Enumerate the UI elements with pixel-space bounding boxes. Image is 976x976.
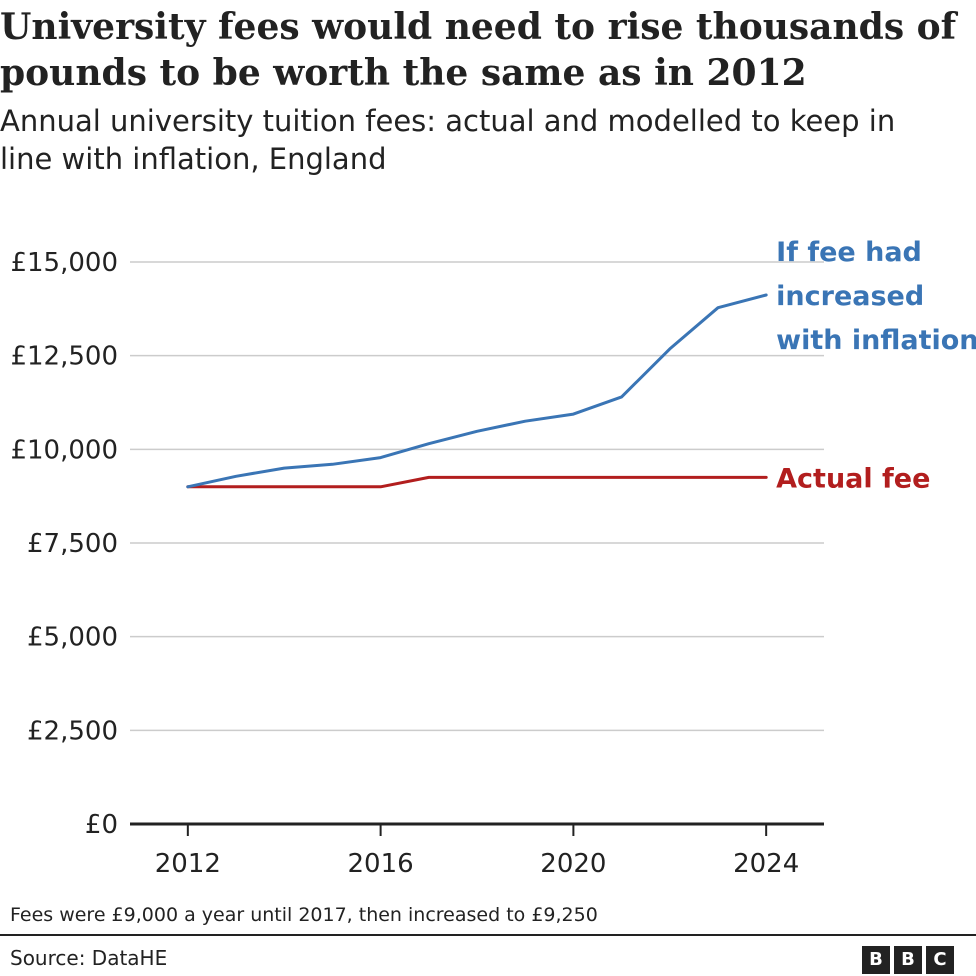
y-tick-label: £7,500 xyxy=(27,529,118,559)
series-lines xyxy=(186,293,768,489)
bbc-logo-block: B xyxy=(894,946,922,974)
y-tick-label: £2,500 xyxy=(27,716,118,746)
series-labels: If fee had increased with inflation Actual … xyxy=(776,237,976,494)
source-credit: Source: DataHE xyxy=(10,946,168,970)
x-tick-label: 2020 xyxy=(540,849,606,879)
footer-divider xyxy=(0,934,976,936)
y-tick-label: £10,000 xyxy=(10,435,118,465)
bbc-logo-block: B xyxy=(862,946,890,974)
x-axis-labels: 2012 2016 2020 2024 xyxy=(155,849,800,879)
y-axis-labels: £0 £2,500 £5,000 £7,500 £10,000 £12,500 £15,00… xyxy=(10,248,118,840)
gridlines xyxy=(130,261,824,732)
y-tick-label: £0 xyxy=(85,810,118,840)
chart-title: University fees would need to rise thous… xyxy=(0,6,957,94)
bbc-logo-block: C xyxy=(926,946,954,974)
x-tick-label: 2024 xyxy=(733,849,799,879)
series-label: Actual fee xyxy=(776,463,930,494)
x-tick-label: 2012 xyxy=(155,849,221,879)
series-line xyxy=(186,293,768,489)
y-tick-label: £5,000 xyxy=(27,623,118,653)
series-label: If fee had increased with inflation xyxy=(776,237,976,356)
series-line xyxy=(186,475,768,489)
bbc-logo: B B C xyxy=(862,946,954,974)
x-axis xyxy=(130,822,824,836)
chart-subtitle: Annual university tuition fees: actual a… xyxy=(0,104,896,176)
y-tick-label: £12,500 xyxy=(10,342,118,372)
x-tick-label: 2016 xyxy=(348,849,414,879)
y-tick-label: £15,000 xyxy=(10,248,118,278)
chart-note: Fees were £9,000 a year until 2017, then… xyxy=(10,904,598,926)
